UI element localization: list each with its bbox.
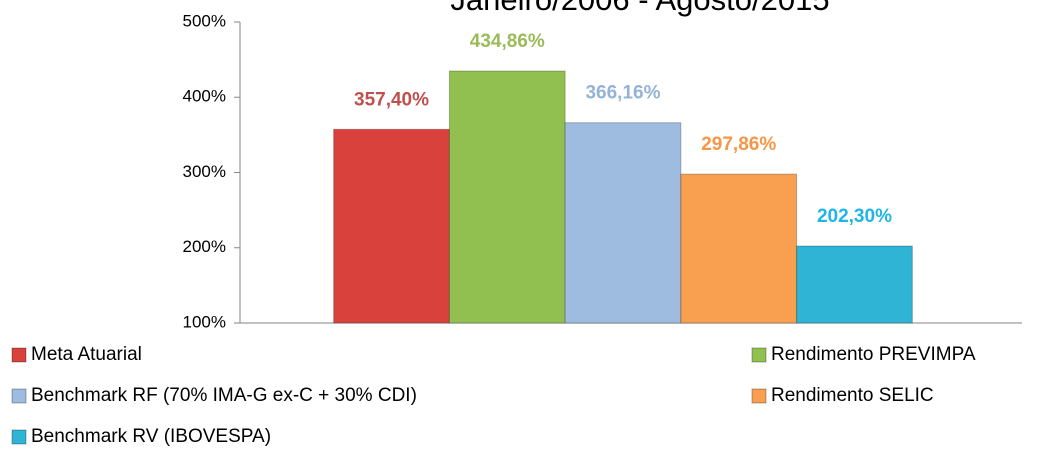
data-label: 297,86% — [701, 134, 776, 155]
legend-label: Rendimento SELIC — [771, 385, 934, 406]
legend-label: Rendimento PREVIMPA — [771, 344, 976, 365]
legend-label: Meta Atuarial — [31, 344, 142, 365]
legend-label: Benchmark RF (70% IMA-G ex-C + 30% CDI) — [31, 385, 417, 406]
y-tick-label: 100% — [183, 312, 226, 331]
bar — [333, 128, 450, 324]
legend-marker — [751, 388, 767, 404]
legend-label: Benchmark RV (IBOVESPA) — [31, 426, 271, 447]
y-tick-label: 400% — [183, 87, 226, 106]
legend-marker — [11, 429, 27, 445]
y-tick-label: 200% — [183, 237, 226, 256]
data-label: 202,30% — [817, 206, 892, 227]
bar — [448, 70, 566, 324]
data-label: 434,86% — [470, 31, 545, 52]
legend-marker — [11, 388, 27, 404]
data-label: 357,40% — [354, 89, 429, 110]
legend-marker — [11, 347, 27, 363]
bar — [564, 122, 682, 324]
y-tick-label: 300% — [183, 162, 226, 181]
bar — [796, 245, 913, 324]
legend-marker — [751, 347, 767, 363]
chart-title: Janeiro/2006 - Agosto/2015 — [450, 0, 829, 17]
data-label: 366,16% — [585, 83, 660, 104]
y-tick-label: 500% — [183, 11, 226, 30]
bar — [680, 173, 798, 324]
